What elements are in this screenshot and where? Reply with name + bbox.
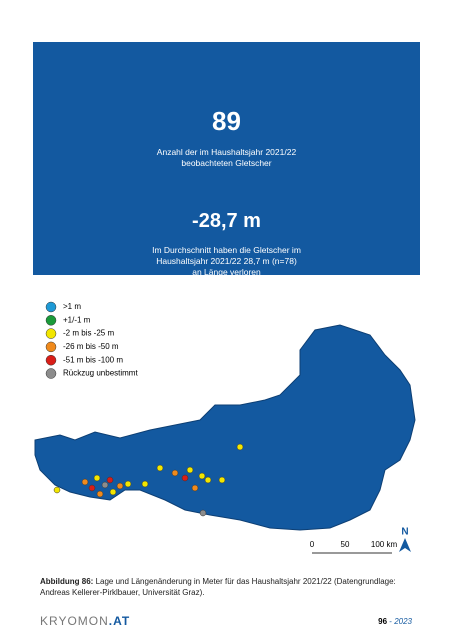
north-arrow bbox=[399, 538, 411, 552]
caption-label: Abbildung 86: bbox=[40, 577, 94, 586]
legend-label: >1 m bbox=[63, 302, 81, 311]
legend-swatch bbox=[45, 354, 57, 366]
legend-swatch bbox=[45, 341, 57, 353]
austria-outline bbox=[34, 324, 416, 531]
brand-suffix: .AT bbox=[108, 614, 131, 628]
legend-label: -26 m bis -50 m bbox=[63, 342, 119, 351]
brand-name: KRYOMON bbox=[40, 614, 109, 628]
count: 89 bbox=[212, 106, 241, 136]
year: 2023 bbox=[394, 617, 412, 626]
caption: Abbildung 86: Lage und Längenänderung in… bbox=[40, 576, 420, 598]
scale-bar: 0 50 100 km bbox=[310, 540, 398, 554]
legend-label: +1/-1 m bbox=[63, 315, 91, 324]
legend-label: -2 m bis -25 m bbox=[63, 329, 114, 338]
glacier-dots bbox=[53, 443, 244, 517]
summary-box: 89 Anzahl der im Haushaltsjahr 2021/22 b… bbox=[33, 42, 420, 277]
sep: - bbox=[389, 617, 392, 626]
count-label: Anzahl der im Haushaltsjahr 2021/22 beob… bbox=[156, 147, 297, 168]
page: 96 bbox=[378, 617, 388, 626]
scale-label: 0 bbox=[310, 540, 315, 549]
scale-label: 50 bbox=[341, 540, 350, 549]
legend-swatch bbox=[45, 368, 57, 379]
caption-text: Lage und Längenänderung in Meter für das… bbox=[40, 577, 396, 597]
brand: KRYOMON.AT bbox=[40, 614, 130, 628]
legend-swatch bbox=[45, 315, 57, 326]
north-label: N bbox=[401, 527, 408, 538]
legend-swatch bbox=[45, 301, 57, 313]
map: 0 50 100 km N >1 m +1/-1 m -2 m bis -25 m -… bbox=[34, 301, 416, 554]
legend-swatch bbox=[45, 328, 57, 339]
change-label: Im Durchschnitt haben die Gletscher im H… bbox=[152, 245, 301, 277]
legend: >1 m +1/-1 m -2 m bis -25 m -26 m bis -50 m… bbox=[45, 301, 138, 379]
legend-label: -51 m bis -100 m bbox=[63, 355, 123, 364]
change: -28,7 m bbox=[192, 210, 261, 232]
page-number: 96 - 2023 bbox=[378, 617, 412, 626]
legend-label: Rückzug unbestimmt bbox=[63, 369, 138, 378]
scale-label: 100 km bbox=[371, 540, 398, 549]
